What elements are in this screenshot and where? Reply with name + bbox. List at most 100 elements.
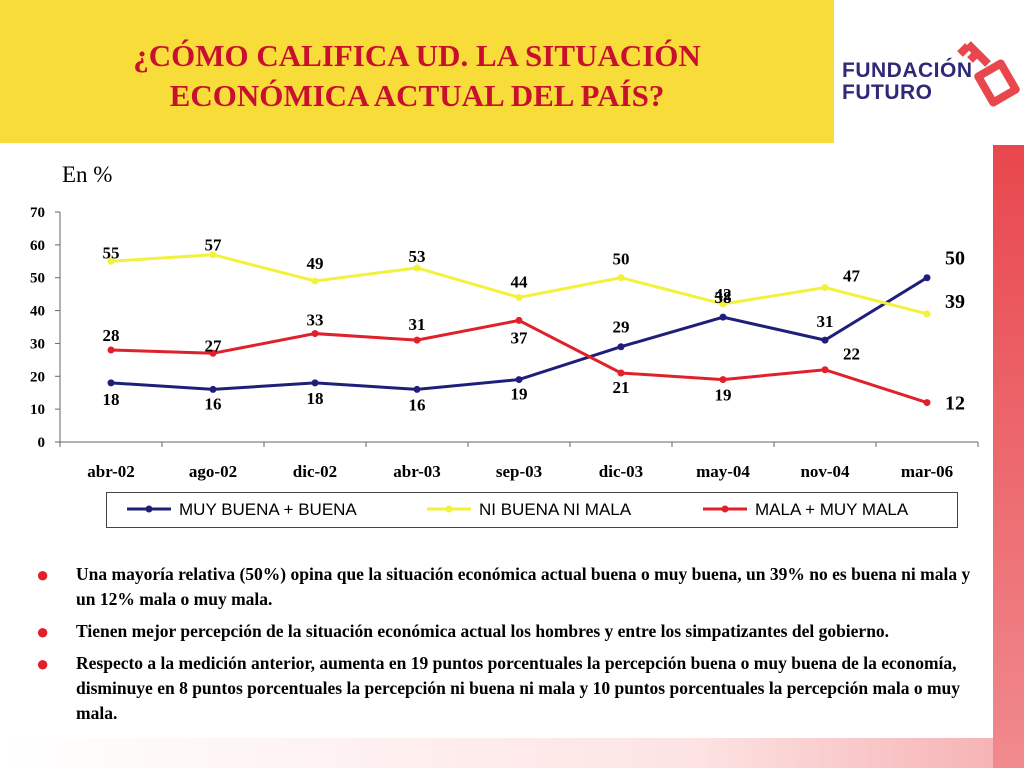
data-label: 37 <box>511 328 529 347</box>
key-icon <box>957 41 1020 107</box>
x-tick-label: may-04 <box>696 462 750 481</box>
data-label: 50 <box>613 250 630 269</box>
bullet-dot-icon: ● <box>36 562 50 587</box>
data-label: 16 <box>205 394 222 413</box>
data-label: 33 <box>307 311 324 330</box>
data-point <box>821 284 829 292</box>
data-label: 18 <box>103 390 120 409</box>
logo-line-2: FUTURO <box>842 81 933 104</box>
data-point <box>617 274 625 282</box>
data-label: 19 <box>715 386 732 405</box>
data-label: 31 <box>409 315 426 334</box>
data-point <box>719 376 727 384</box>
data-label: 12 <box>945 393 965 415</box>
y-tick-label: 10 <box>30 402 45 418</box>
data-point <box>821 366 829 374</box>
data-point <box>923 274 931 282</box>
x-tick-label: abr-03 <box>393 462 441 481</box>
data-label: 21 <box>613 378 630 397</box>
data-label: 49 <box>307 254 324 273</box>
x-tick-label: abr-02 <box>87 462 135 481</box>
data-point <box>617 343 625 351</box>
data-point <box>719 313 727 321</box>
data-point <box>413 385 421 393</box>
x-tick-label: mar-06 <box>901 462 953 481</box>
title-banner <box>0 0 834 143</box>
bullet-item: ● Una mayoría relativa (50%) opina que l… <box>30 562 980 612</box>
data-label: 18 <box>307 389 324 408</box>
data-label: 44 <box>511 272 529 291</box>
data-point <box>107 346 115 354</box>
data-point <box>413 264 421 272</box>
data-point <box>311 330 319 338</box>
data-label: 29 <box>613 318 630 337</box>
data-point <box>515 316 523 324</box>
y-tick-label: 30 <box>30 336 45 352</box>
data-label: 50 <box>945 248 965 270</box>
x-tick-label: sep-03 <box>496 462 542 481</box>
x-tick-label: dic-03 <box>599 462 643 481</box>
data-point <box>107 257 115 265</box>
bullet-item: ● Tienen mejor percepción de la situació… <box>30 619 980 644</box>
decorative-fade <box>0 738 993 768</box>
fundacion-futuro-logo: FUNDACIÓN FUTURO <box>842 38 1020 110</box>
data-label: 16 <box>409 395 426 414</box>
legend-label-muy-buena: MUY BUENA + BUENA <box>179 500 357 519</box>
title-line-2: ECONÓMICA ACTUAL DEL PAÍS? <box>169 78 665 113</box>
data-point <box>209 251 217 259</box>
unit-label: En % <box>62 162 113 187</box>
data-point <box>821 336 829 344</box>
x-tick-label: ago-02 <box>189 462 237 481</box>
data-label: 55 <box>103 243 120 262</box>
data-label: 47 <box>843 267 861 286</box>
data-point <box>107 379 115 387</box>
data-label: 53 <box>409 247 426 266</box>
data-point <box>515 293 523 301</box>
data-label: 28 <box>103 326 120 345</box>
data-point <box>311 379 319 387</box>
data-label: 57 <box>205 236 223 255</box>
data-label: 19 <box>511 385 528 404</box>
y-tick-label: 40 <box>30 304 45 320</box>
data-point <box>209 385 217 393</box>
x-tick-label: dic-02 <box>293 462 337 481</box>
data-label: 38 <box>715 288 732 307</box>
page-title: ¿CÓMO CALIFICA UD. LA SITUACIÓN ECONÓMIC… <box>0 36 834 116</box>
data-point <box>923 399 931 407</box>
decorative-band <box>993 145 1024 768</box>
logo-text: FUNDACIÓN FUTURO <box>842 60 973 104</box>
x-tick-label: nov-04 <box>800 462 850 481</box>
bullet-list: ● Una mayoría relativa (50%) opina que l… <box>30 562 980 733</box>
data-point <box>515 376 523 384</box>
legend-label-mala: MALA + MUY MALA <box>755 500 909 519</box>
bullet-dot-icon: ● <box>36 651 50 676</box>
legend-label-ni-buena: NI BUENA NI MALA <box>479 500 632 519</box>
legend-swatch-muy-buena <box>127 505 171 513</box>
y-tick-label: 50 <box>30 271 45 287</box>
data-point <box>311 277 319 285</box>
y-tick-label: 60 <box>30 238 45 254</box>
line-chart: 0 10 20 30 40 50 60 70 abr-02 ago-02 dic-02 abr-03 s… <box>30 205 979 481</box>
data-label: 42 <box>715 285 732 304</box>
bullet-text: Una mayoría relativa (50%) opina que la … <box>76 564 971 609</box>
legend-swatch-ni-buena <box>427 505 471 513</box>
y-tick-label: 0 <box>38 435 46 451</box>
data-point <box>719 300 727 308</box>
legend-swatch-mala <box>703 505 747 513</box>
bullet-text: Tienen mejor percepción de la situación … <box>76 621 890 641</box>
data-label: 31 <box>817 312 834 331</box>
y-tick-label: 20 <box>30 369 45 385</box>
data-label: 27 <box>205 336 223 355</box>
data-label: 22 <box>843 345 860 364</box>
chart-legend: MUY BUENA + BUENA NI BUENA NI MALA MALA … <box>106 492 958 528</box>
bullet-dot-icon: ● <box>36 619 50 644</box>
bullet-item: ● Respecto a la medición anterior, aumen… <box>30 651 980 726</box>
bullet-text: Respecto a la medición anterior, aumenta… <box>76 653 961 723</box>
title-line-1: ¿CÓMO CALIFICA UD. LA SITUACIÓN <box>133 38 701 73</box>
data-label: 39 <box>945 291 965 313</box>
data-point <box>923 310 931 318</box>
data-point <box>209 349 217 357</box>
logo-line-1: FUNDACIÓN <box>842 59 973 82</box>
data-point <box>617 369 625 377</box>
y-tick-label: 70 <box>30 205 45 221</box>
